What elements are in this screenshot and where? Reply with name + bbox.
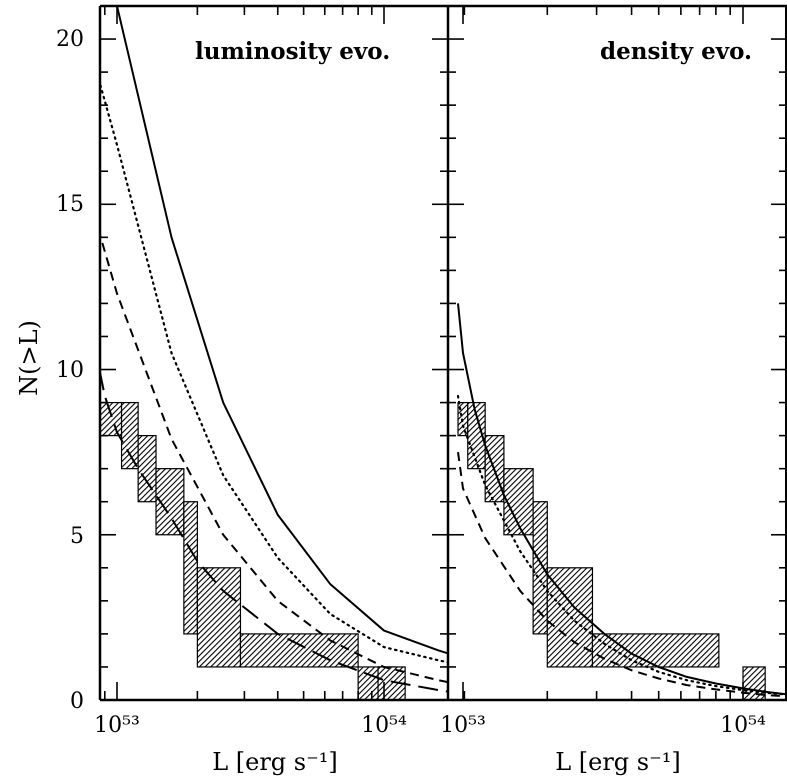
observed-band-step xyxy=(137,435,157,503)
observed-band-step xyxy=(196,567,242,668)
series-line-solid xyxy=(116,6,448,655)
right-panel-title: density evo. xyxy=(600,38,752,65)
y-tick-label: 0 xyxy=(70,689,84,714)
series-line-dotted xyxy=(456,394,787,696)
x-tick-labels: 10⁵³ 10⁵⁴ 10⁵³ 10⁵⁴ xyxy=(94,713,766,738)
series-line-long-dashed xyxy=(100,367,448,693)
left-model-curves xyxy=(100,6,448,693)
y-axis-label: N(>L) xyxy=(15,320,43,396)
right-model-curves xyxy=(456,303,787,698)
x-tick-label: 10⁵³ xyxy=(440,713,486,738)
right-observed-band xyxy=(457,401,766,700)
right-axes xyxy=(446,4,787,702)
y-tick-label: 10 xyxy=(56,358,84,383)
left-panel: luminosity evo. xyxy=(98,4,466,702)
y-tick-label: 5 xyxy=(70,524,84,549)
observed-band-step xyxy=(120,401,139,470)
series-line-dotted xyxy=(100,79,448,664)
x-tick-label: 10⁵⁴ xyxy=(361,713,407,738)
x-tick-label: 10⁵⁴ xyxy=(720,713,766,738)
left-x-axis-label: L [erg s⁻¹] xyxy=(212,748,338,776)
observed-band-step xyxy=(183,501,198,635)
observed-band-step xyxy=(239,633,359,668)
y-tick-labels: 0 5 10 15 20 xyxy=(56,27,84,714)
series-line-short-dashed xyxy=(457,451,787,698)
y-tick-label: 15 xyxy=(56,192,84,217)
left-panel-title: luminosity evo. xyxy=(195,38,390,65)
left-observed-band xyxy=(100,401,406,700)
left-axes xyxy=(98,4,466,702)
series-line-solid xyxy=(457,303,787,696)
right-x-axis-label: L [erg s⁻¹] xyxy=(555,748,681,776)
y-tick-label: 20 xyxy=(56,27,84,52)
right-panel: density evo. xyxy=(446,4,787,702)
x-tick-label: 10⁵³ xyxy=(94,713,140,738)
